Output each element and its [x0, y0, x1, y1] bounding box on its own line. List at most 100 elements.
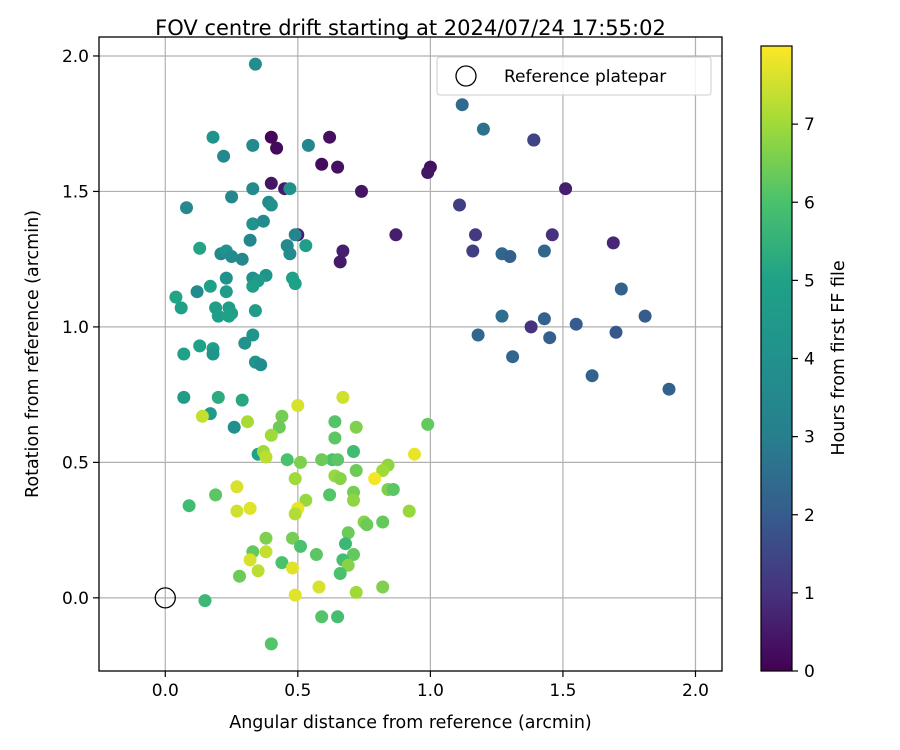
data-point — [272, 420, 286, 434]
data-point — [259, 545, 273, 559]
y-tick-label: 0.0 — [62, 589, 89, 609]
data-point — [195, 409, 209, 423]
x-tick-label: 0.0 — [152, 681, 179, 701]
data-point — [174, 301, 188, 315]
data-point — [349, 585, 363, 599]
data-point — [235, 252, 249, 266]
data-point — [288, 472, 302, 486]
colorbar-tick-label: 7 — [804, 115, 815, 135]
data-point — [243, 501, 257, 515]
data-point — [569, 317, 583, 331]
data-point — [301, 138, 315, 152]
data-point — [506, 350, 520, 364]
legend-box — [436, 56, 712, 96]
scatter-points — [154, 57, 676, 651]
data-point — [177, 347, 191, 361]
colorbar-tick-label: 2 — [804, 506, 815, 526]
data-point — [264, 198, 278, 212]
data-point — [339, 537, 352, 551]
data-point — [606, 236, 620, 250]
colorbar-tick-label: 1 — [804, 584, 815, 604]
data-point — [225, 250, 239, 263]
data-point — [251, 564, 265, 578]
data-point — [286, 531, 299, 545]
reference-platepar-marker — [154, 587, 176, 609]
data-point — [349, 420, 363, 434]
colorbar: 0 1 2 3 4 5 6 7 Hours from first FF file — [760, 45, 849, 682]
data-point — [291, 399, 305, 412]
data-point — [230, 504, 244, 518]
data-point — [209, 488, 223, 502]
x-axis-label: Angular distance from reference (arcmin) — [229, 713, 592, 733]
y-tick-label: 1.0 — [62, 318, 89, 338]
data-point — [376, 580, 390, 594]
data-point — [527, 133, 541, 147]
legend-marker-reference — [455, 65, 477, 87]
data-point — [283, 182, 297, 196]
data-point — [347, 445, 360, 458]
data-point — [389, 228, 403, 242]
data-point — [333, 472, 347, 486]
data-point — [323, 488, 337, 502]
data-point — [341, 526, 355, 540]
data-point — [243, 233, 257, 247]
data-point — [246, 279, 260, 293]
legend: Reference platepar — [436, 56, 712, 96]
colorbar-tick-label: 4 — [804, 350, 815, 370]
data-point — [248, 304, 262, 318]
data-point — [312, 580, 326, 594]
x-tick-label: 1.5 — [549, 681, 576, 701]
y-axis-label: Rotation from reference (arcmin) — [23, 210, 43, 498]
data-point — [283, 247, 297, 261]
data-point — [246, 217, 260, 231]
data-point — [331, 610, 345, 624]
data-point — [203, 279, 217, 293]
data-point — [177, 390, 191, 404]
x-tick-label: 2.0 — [682, 681, 709, 701]
data-point — [585, 369, 599, 383]
y-tick-label: 2.0 — [62, 47, 89, 67]
data-point — [235, 393, 249, 407]
data-point — [169, 290, 183, 304]
data-point — [198, 594, 212, 608]
data-point — [294, 455, 307, 469]
data-point — [614, 282, 628, 296]
data-point — [376, 464, 390, 477]
data-point — [368, 472, 382, 486]
data-point — [264, 130, 278, 144]
data-point — [559, 182, 573, 196]
data-point — [259, 531, 273, 545]
data-point — [256, 214, 270, 228]
data-point — [421, 417, 435, 431]
data-point — [408, 447, 421, 461]
data-point — [421, 166, 435, 179]
data-point — [288, 507, 302, 521]
chart-title: FOV centre drift starting at 2024/07/24 … — [155, 16, 666, 40]
data-point — [246, 328, 260, 342]
data-point — [466, 244, 480, 258]
data-point — [347, 548, 360, 561]
y-tick-label: 1.5 — [62, 182, 89, 202]
data-point — [219, 271, 233, 285]
data-point — [347, 493, 360, 507]
data-point — [315, 453, 329, 467]
data-point — [309, 548, 323, 561]
data-point — [453, 198, 466, 212]
data-point — [503, 250, 517, 263]
data-point — [190, 285, 204, 299]
data-point — [286, 561, 299, 575]
data-point — [246, 182, 260, 196]
data-point — [241, 415, 254, 429]
data-point — [323, 130, 337, 144]
data-point — [341, 558, 355, 572]
colorbar-tick-label: 0 — [804, 662, 815, 682]
data-point — [537, 312, 551, 326]
data-point — [476, 122, 490, 136]
data-point — [275, 556, 289, 570]
data-point — [294, 539, 307, 553]
data-point — [225, 190, 239, 204]
data-point — [328, 415, 342, 429]
data-point — [211, 390, 225, 404]
data-point — [328, 431, 342, 445]
